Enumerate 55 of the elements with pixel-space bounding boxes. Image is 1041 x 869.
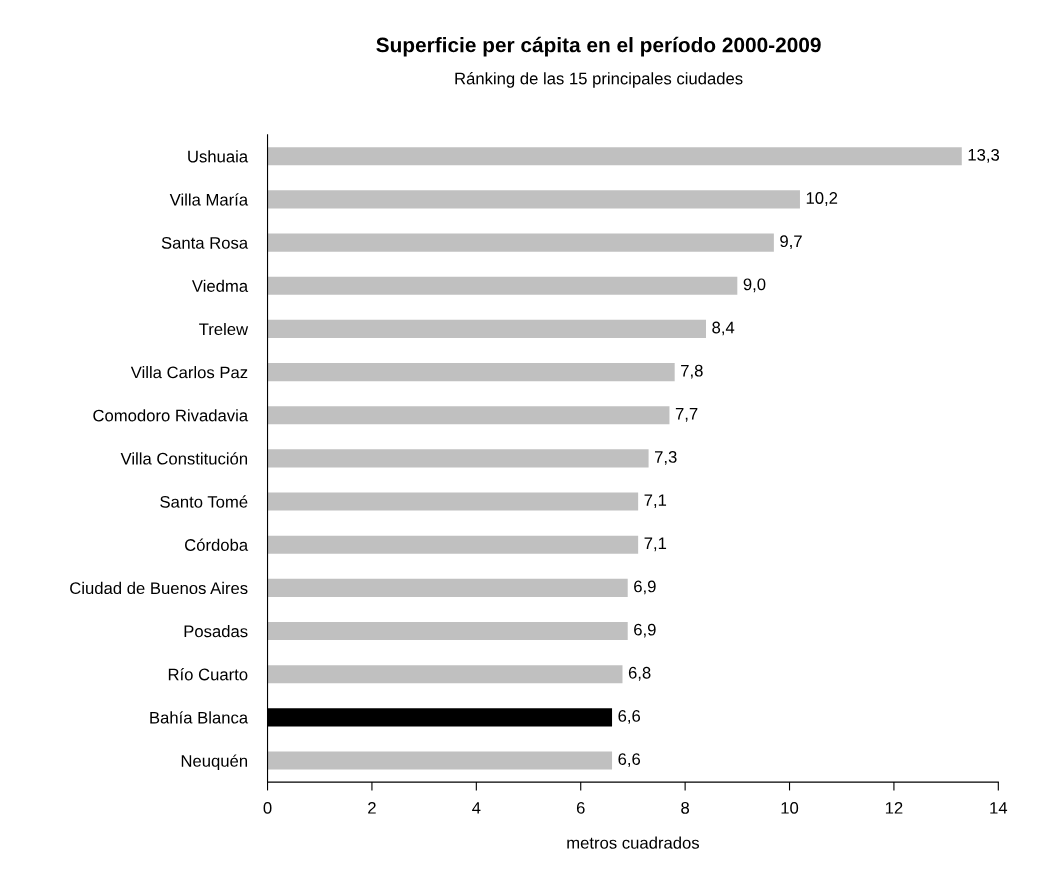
y-tick-label: Córdoba <box>185 538 249 551</box>
data-label: 8,4 <box>712 321 735 336</box>
chart-subtitle: Ránking de las 15 principales ciudades <box>455 72 743 88</box>
y-tick-label: Ushuaia <box>188 150 249 163</box>
data-label: 6,9 <box>634 580 656 595</box>
y-tick-label: Viedma <box>191 279 249 292</box>
bar <box>267 578 628 597</box>
bar <box>267 406 670 425</box>
y-tick-label: Villa María <box>169 193 249 206</box>
x-axis-title: metros cuadrados <box>567 836 700 849</box>
data-label: 7,3 <box>655 451 677 465</box>
bar <box>267 147 962 166</box>
y-tick-label: Ciudad de Buenos Aires <box>70 581 248 595</box>
x-tick-label: 8 <box>681 801 690 814</box>
bar <box>267 449 649 468</box>
y-tick-label: Bahía Blanca <box>150 711 249 724</box>
y-tick-label: Comodoro Rivadavia <box>93 409 249 422</box>
data-label: 13,3 <box>968 148 1000 163</box>
y-tick-label: Neuquén <box>181 754 248 771</box>
data-label: 10,2 <box>806 192 838 206</box>
data-label: 7,7 <box>675 408 698 422</box>
bar <box>267 665 623 684</box>
data-label: 6,9 <box>634 623 656 638</box>
bar <box>267 233 774 252</box>
data-label: 7,1 <box>644 537 667 552</box>
y-tick-label: Posadas <box>184 625 248 638</box>
y-tick-label: Río Cuarto <box>168 667 248 681</box>
x-tick-label: 0 <box>263 801 272 814</box>
y-tick-label: Santo Tomé <box>160 495 248 508</box>
data-label: 9,0 <box>743 278 766 293</box>
bar <box>267 492 639 511</box>
y-tick-label: Trelew <box>199 322 249 336</box>
data-label: 6,6 <box>618 710 641 724</box>
y-tick-label: Villa Carlos Paz <box>130 366 248 379</box>
bar <box>267 535 639 554</box>
y-tick-label: Villa Constitución <box>120 452 248 465</box>
bar <box>267 363 675 382</box>
data-label: 7,1 <box>644 494 667 508</box>
x-tick-label: 4 <box>472 802 481 814</box>
x-tick-label: 10 <box>781 801 799 814</box>
bar <box>267 190 800 209</box>
data-label: 6,6 <box>618 753 641 767</box>
bar <box>267 621 628 641</box>
x-tick-label: 2 <box>368 801 376 814</box>
bar <box>267 319 707 338</box>
y-tick-label: Santa Rosa <box>161 237 249 249</box>
x-tick-label: 6 <box>576 801 585 814</box>
x-tick-label: 12 <box>885 801 903 814</box>
data-label: 6,8 <box>628 666 651 681</box>
chart-title: Superficie per cápita en el período 2000-2009 <box>376 36 821 57</box>
data-label: 7,8 <box>681 364 703 379</box>
bar <box>267 276 738 295</box>
data-label: 9,7 <box>780 235 802 250</box>
x-tick-label: 14 <box>990 802 1008 814</box>
bar <box>267 751 613 770</box>
